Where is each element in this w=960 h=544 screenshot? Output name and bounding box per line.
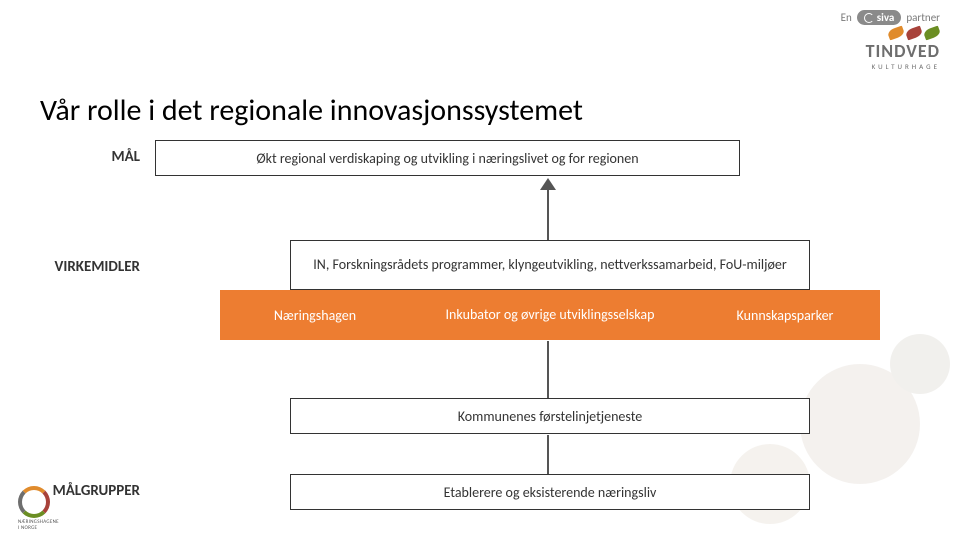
partner-prefix: En <box>841 11 852 24</box>
kommune-box: Kommunenes førstelinjetjeneste <box>290 398 810 434</box>
slide-title: Vår rolle i det regionale innovasjonssys… <box>40 92 583 129</box>
partner-tag: En siva partner <box>841 10 940 25</box>
footer-badge-text: NÆRINGSHAGENE I NORGE <box>18 519 58 531</box>
leaf-row <box>866 28 940 38</box>
siva-logo: siva <box>857 10 902 25</box>
targets-box: Etablerere og eksisterende næringsliv <box>290 474 810 510</box>
label-means: VIRKEMIDLER <box>40 258 140 276</box>
logo-brand: TINDVED <box>866 40 940 62</box>
leaf-icon <box>923 26 941 41</box>
slide: En siva partner TINDVED KULTURHAGE Vår r… <box>0 0 960 544</box>
means-mid-box: Inkubator og øvrige utviklingsselskap <box>410 290 690 340</box>
siva-swirl-icon <box>864 13 874 23</box>
means-left-box: Næringshagen <box>220 290 410 340</box>
means-top-box: IN, Forskningsrådets programmer, klyngeu… <box>290 240 810 290</box>
means-right-box: Kunnskapsparker <box>690 290 880 340</box>
arrow-line <box>547 341 549 398</box>
arrow-line <box>547 435 549 474</box>
label-goal: MÅL <box>40 148 140 166</box>
leaf-icon <box>905 26 923 41</box>
partner-suffix: partner <box>906 11 940 24</box>
ring-icon <box>18 486 50 518</box>
tindved-logo: TINDVED KULTURHAGE <box>866 28 940 71</box>
footer-badge: NÆRINGSHAGENE I NORGE <box>18 486 58 526</box>
arrow-line <box>547 189 549 240</box>
logo-subtitle: KULTURHAGE <box>866 62 940 71</box>
leaf-icon <box>887 26 905 41</box>
goal-box: Økt regional verdiskaping og utvikling i… <box>155 140 740 176</box>
siva-text: siva <box>877 11 895 24</box>
